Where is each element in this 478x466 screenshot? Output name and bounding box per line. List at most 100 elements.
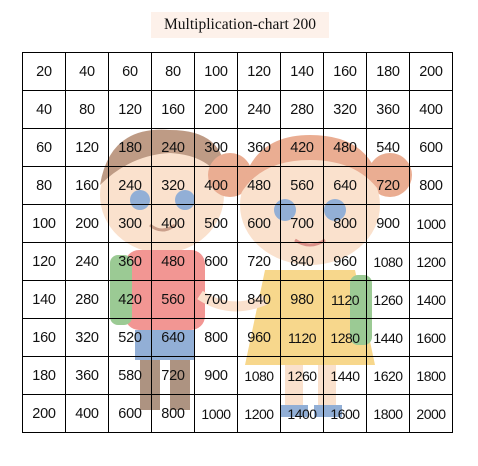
table-cell: 60 (22, 128, 66, 167)
table-row: 140 280 420 560 700 840 980 1120 1260 1400 (22, 280, 453, 319)
table-cell: 360 (237, 128, 281, 167)
table-cell: 200 (22, 394, 66, 433)
table-row: 100 200 300 400 500 600 700 800 900 1000 (22, 204, 453, 243)
table-cell: 180 (366, 52, 410, 91)
table-cell: 1000 (409, 204, 453, 243)
table-cell: 300 (108, 204, 152, 243)
table-cell: 1400 (409, 280, 453, 319)
table-cell: 1120 (280, 318, 324, 357)
table-cell: 140 (280, 52, 324, 91)
table-cell: 1200 (237, 394, 281, 433)
table-cell: 280 (65, 280, 109, 319)
table-cell: 160 (22, 318, 66, 357)
table-cell: 360 (65, 356, 109, 395)
table-cell: 120 (108, 90, 152, 129)
table-cell: 840 (280, 242, 324, 281)
table-cell: 160 (323, 52, 367, 91)
table-cell: 180 (22, 356, 66, 395)
table-row: 20 40 60 80 100 120 140 160 180 200 (22, 52, 453, 91)
table-cell: 100 (22, 204, 66, 243)
table-cell: 960 (323, 242, 367, 281)
table-cell: 80 (151, 52, 195, 91)
table-cell: 480 (323, 128, 367, 167)
table-cell: 400 (194, 166, 238, 205)
table-cell: 1000 (194, 394, 238, 433)
table-cell: 480 (237, 166, 281, 205)
table-cell: 720 (151, 356, 195, 395)
table-cell: 1080 (237, 356, 281, 395)
table-cell: 320 (65, 318, 109, 357)
table-cell: 640 (151, 318, 195, 357)
table-cell: 300 (194, 128, 238, 167)
table-cell: 480 (151, 242, 195, 281)
table-cell: 720 (237, 242, 281, 281)
table-row: 160 320 520 640 800 960 1120 1280 1440 1600 (22, 318, 453, 357)
table-cell: 360 (366, 90, 410, 129)
table-cell: 1800 (366, 394, 410, 433)
table-cell: 800 (409, 166, 453, 205)
table-cell: 140 (22, 280, 66, 319)
table-cell: 1440 (323, 356, 367, 395)
table-cell: 800 (151, 394, 195, 433)
table-cell: 900 (194, 356, 238, 395)
table-cell: 1080 (366, 242, 410, 281)
table-row: 120 240 360 480 600 720 840 960 1080 1200 (22, 242, 453, 281)
table-cell: 600 (409, 128, 453, 167)
table-cell: 120 (237, 52, 281, 91)
table-cell: 540 (366, 128, 410, 167)
table-cell: 80 (22, 166, 66, 205)
table-cell: 240 (237, 90, 281, 129)
table-row: 80 160 240 320 400 480 560 640 720 800 (22, 166, 453, 205)
table-cell: 120 (65, 128, 109, 167)
table-cell: 980 (280, 280, 324, 319)
table-cell: 600 (237, 204, 281, 243)
table-cell: 1620 (366, 356, 410, 395)
table-cell: 700 (280, 204, 324, 243)
table-cell: 960 (237, 318, 281, 357)
table-cell: 560 (151, 280, 195, 319)
table-cell: 500 (194, 204, 238, 243)
table-cell: 240 (151, 128, 195, 167)
table-cell: 160 (65, 166, 109, 205)
table-cell: 400 (409, 90, 453, 129)
table-cell: 600 (194, 242, 238, 281)
table-cell: 60 (108, 52, 152, 91)
table-cell: 1440 (366, 318, 410, 357)
table-row: 60 120 180 240 300 360 420 480 540 600 (22, 128, 453, 167)
table-cell: 400 (65, 394, 109, 433)
table-cell: 200 (65, 204, 109, 243)
table-cell: 1600 (409, 318, 453, 357)
table-cell: 1280 (323, 318, 367, 357)
table-cell: 420 (108, 280, 152, 319)
table-cell: 240 (65, 242, 109, 281)
table-cell: 720 (366, 166, 410, 205)
table-cell: 1260 (280, 356, 324, 395)
table-cell: 80 (65, 90, 109, 129)
table-cell: 1600 (323, 394, 367, 433)
table-cell: 400 (151, 204, 195, 243)
table-cell: 120 (22, 242, 66, 281)
table-cell: 160 (151, 90, 195, 129)
table-cell: 360 (108, 242, 152, 281)
table-row: 200 400 600 800 1000 1200 1400 1600 1800 2000 (22, 394, 453, 433)
table-cell: 520 (108, 318, 152, 357)
multiplication-table: 20 40 60 80 100 120 140 160 180 200 40 80 120 160 200 2… (22, 52, 453, 433)
table-cell: 280 (280, 90, 324, 129)
table-cell: 1200 (409, 242, 453, 281)
table-cell: 20 (22, 52, 66, 91)
table-cell: 240 (108, 166, 152, 205)
table-cell: 900 (366, 204, 410, 243)
table-cell: 200 (194, 90, 238, 129)
table-cell: 40 (22, 90, 66, 129)
table-cell: 1400 (280, 394, 324, 433)
table-cell: 580 (108, 356, 152, 395)
table-cell: 180 (108, 128, 152, 167)
table-cell: 600 (108, 394, 152, 433)
table-row: 180 360 580 720 900 1080 1260 1440 1620 1800 (22, 356, 453, 395)
table-cell: 320 (151, 166, 195, 205)
table-cell: 700 (194, 280, 238, 319)
table-cell: 560 (280, 166, 324, 205)
table-cell: 1800 (409, 356, 453, 395)
table-cell: 1120 (323, 280, 367, 319)
table-cell: 40 (65, 52, 109, 91)
